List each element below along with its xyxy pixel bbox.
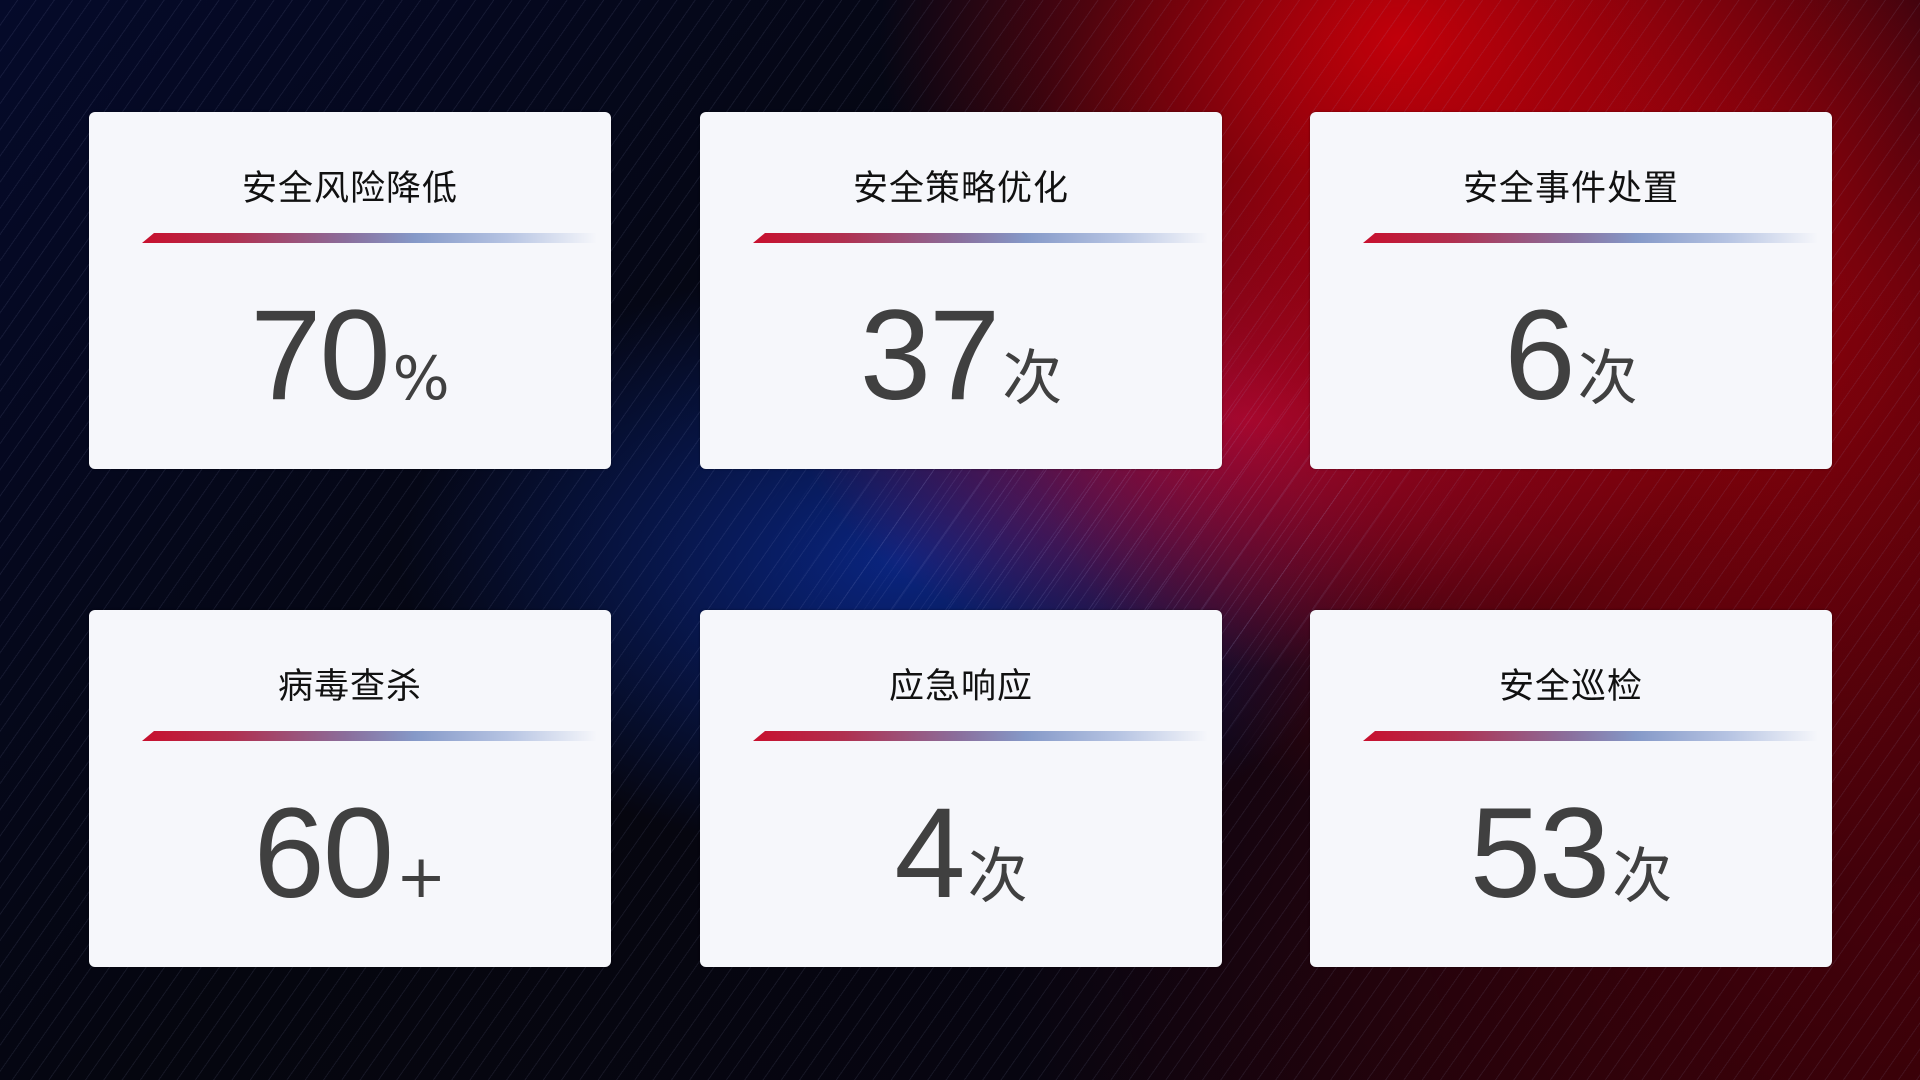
value-unit: 次	[1612, 842, 1673, 912]
card-divider	[1363, 233, 1818, 243]
value-number: 53	[1469, 782, 1610, 925]
card-divider	[142, 233, 597, 243]
card-value: 53次	[1310, 780, 1832, 927]
card-value: 60+	[89, 780, 611, 927]
card-value: 4次	[700, 780, 1222, 927]
card-divider	[753, 233, 1208, 243]
card-value: 37次	[700, 282, 1222, 429]
card-value: 6次	[1310, 282, 1832, 429]
stat-card-policy-optimization: 安全策略优化 37次	[700, 112, 1222, 469]
value-number: 70	[250, 284, 390, 427]
value-number: 4	[894, 782, 965, 925]
card-divider	[1363, 731, 1818, 741]
value-number: 60	[253, 782, 394, 925]
card-divider	[753, 731, 1208, 741]
stat-card-virus-removal: 病毒查杀 60+	[89, 610, 611, 967]
card-title: 安全巡检	[1498, 667, 1643, 707]
card-title: 病毒查杀	[277, 667, 422, 707]
value-unit: 次	[1577, 344, 1638, 414]
card-title: 安全策略优化	[852, 169, 1069, 209]
stat-card-incident-handling: 安全事件处置 6次	[1310, 112, 1832, 469]
card-value: 70%	[89, 282, 611, 429]
card-title: 安全风险降低	[241, 169, 458, 209]
card-divider	[142, 731, 597, 741]
stat-card-emergency-response: 应急响应 4次	[700, 610, 1222, 967]
card-title: 安全事件处置	[1462, 169, 1679, 209]
value-unit: 次	[1002, 344, 1063, 414]
value-unit: 次	[967, 842, 1028, 912]
stat-card-risk-reduction: 安全风险降低 70%	[89, 112, 611, 469]
value-unit: %	[392, 344, 450, 414]
card-title: 应急响应	[888, 667, 1033, 707]
value-unit: +	[396, 842, 447, 912]
stat-card-security-inspection: 安全巡检 53次	[1310, 610, 1832, 967]
value-number: 6	[1504, 284, 1575, 427]
value-number: 37	[859, 284, 1000, 427]
